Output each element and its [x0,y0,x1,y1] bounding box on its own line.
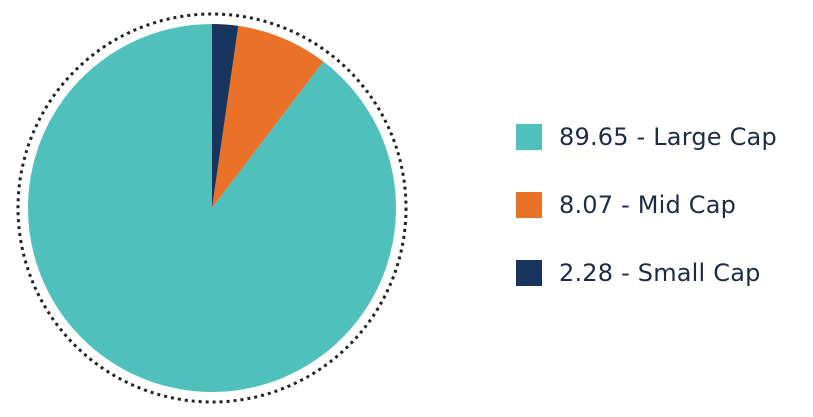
legend-label-small-cap: 2.28 - Small Cap [559,259,761,287]
legend-swatch-small-cap [516,260,542,286]
legend-item-small-cap: 2.28 - Small Cap [516,252,777,294]
pie-slice-small-cap [212,24,239,208]
legend-swatch-mid-cap [516,192,542,218]
legend-swatch-large-cap [516,124,542,150]
legend: 89.65 - Large Cap 8.07 - Mid Cap 2.28 - … [516,116,777,320]
pie-slice-large-cap [28,24,397,393]
legend-label-mid-cap: 8.07 - Mid Cap [559,191,737,219]
pie-slices [28,24,397,393]
legend-item-large-cap: 89.65 - Large Cap [516,116,777,158]
pie-chart [16,12,408,404]
dotted-outline-ring [16,12,408,404]
pie-slice-mid-cap [212,25,324,208]
legend-label-large-cap: 89.65 - Large Cap [559,123,777,151]
legend-item-mid-cap: 8.07 - Mid Cap [516,184,777,226]
